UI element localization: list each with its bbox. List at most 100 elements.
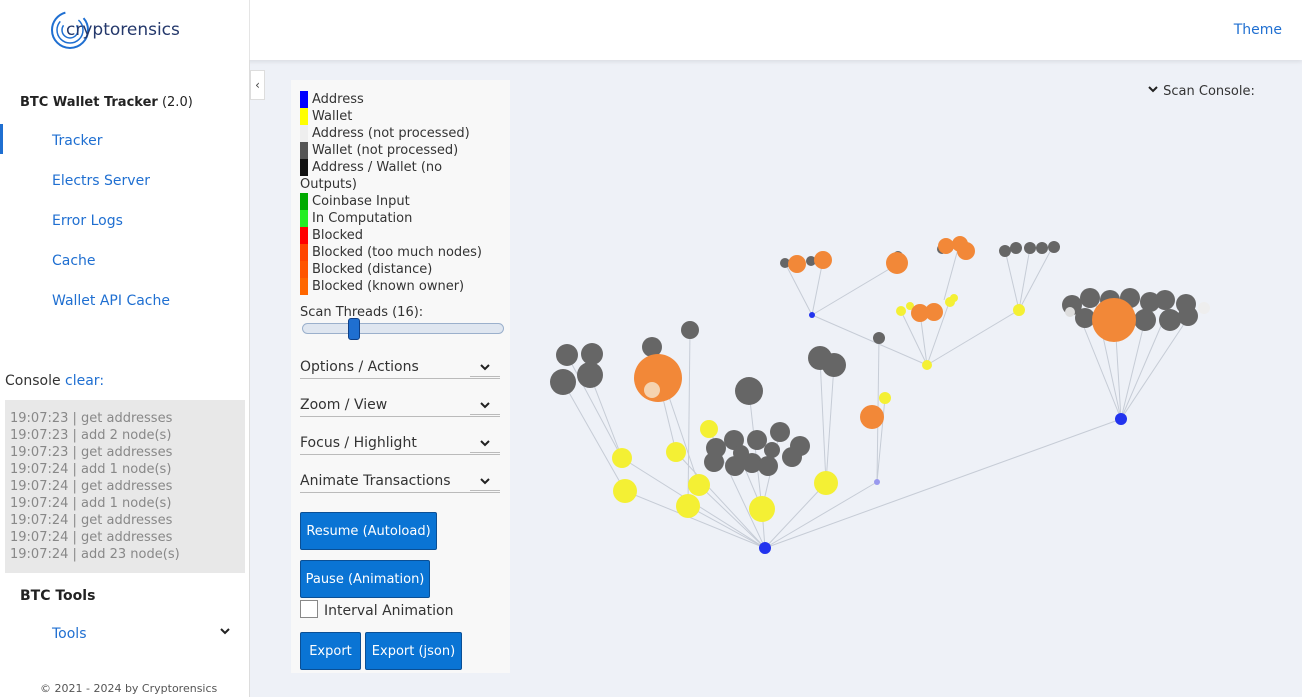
chevron-down-icon[interactable] xyxy=(470,395,500,415)
console-clear-link[interactable]: clear: xyxy=(65,373,105,389)
address-node[interactable] xyxy=(874,479,880,485)
wallet-unprocessed-node[interactable] xyxy=(1036,242,1048,254)
wallet-node[interactable] xyxy=(906,302,914,310)
blocked-node[interactable] xyxy=(911,304,929,322)
legend-swatch xyxy=(300,244,308,261)
scan-threads-slider-handle[interactable] xyxy=(348,318,360,340)
wallet-unprocessed-node[interactable] xyxy=(735,377,763,405)
chevron-down-icon[interactable] xyxy=(470,471,500,491)
chevron-down-icon[interactable] xyxy=(219,625,231,641)
legend-swatch xyxy=(300,159,308,176)
wallet-node[interactable] xyxy=(896,306,906,316)
sidebar-item-error-logs[interactable]: Error Logs xyxy=(52,213,123,229)
scan-console-toggle[interactable]: Scan Console: xyxy=(1147,83,1255,99)
legend-item: Address / Wallet (no Outputs) xyxy=(300,159,500,193)
address-unprocessed-node[interactable] xyxy=(1198,302,1210,314)
wallet-unprocessed-node[interactable] xyxy=(747,430,767,450)
wallet-node[interactable] xyxy=(814,471,838,495)
wallet-unprocessed-node[interactable] xyxy=(1024,242,1036,254)
wallet-unprocessed-node[interactable] xyxy=(704,452,724,472)
scan-threads-slider[interactable] xyxy=(302,323,504,334)
blocked-node[interactable] xyxy=(957,242,975,260)
wallet-unprocessed-node[interactable] xyxy=(1080,288,1100,308)
address-node[interactable] xyxy=(759,542,771,554)
address-unprocessed-node[interactable] xyxy=(1065,307,1075,317)
footer-copyright: © 2021 - 2024 by Cryptorensics xyxy=(40,682,218,695)
legend-swatch xyxy=(300,108,308,125)
wallet-unprocessed-node[interactable] xyxy=(556,344,578,366)
chevron-down-icon[interactable] xyxy=(470,357,500,377)
resume-autoload-button[interactable]: Resume (Autoload) xyxy=(300,512,437,550)
wallet-node[interactable] xyxy=(950,294,958,302)
sidebar-item-cache[interactable]: Cache xyxy=(52,253,96,269)
export-json-button[interactable]: Export (json) xyxy=(365,632,462,670)
wallet-unprocessed-node[interactable] xyxy=(1140,292,1160,312)
wallet-unprocessed-node[interactable] xyxy=(780,258,790,268)
options-actions-dropdown[interactable]: Options / Actions xyxy=(300,359,500,379)
address-node[interactable] xyxy=(1115,413,1127,425)
wallet-unprocessed-node[interactable] xyxy=(782,447,802,467)
wallet-node[interactable] xyxy=(666,442,686,462)
legend-label: Coinbase Input xyxy=(312,194,410,209)
export-button[interactable]: Export xyxy=(300,632,361,670)
blocked-node[interactable] xyxy=(1092,298,1136,342)
wallet-node[interactable] xyxy=(613,479,637,503)
sidebar-item-tools[interactable]: Tools xyxy=(52,626,87,642)
transaction-graph[interactable] xyxy=(510,80,1294,673)
wallet-unprocessed-node[interactable] xyxy=(1159,309,1181,331)
blocked-node[interactable] xyxy=(814,251,832,269)
wallet-unprocessed-node[interactable] xyxy=(1010,242,1022,254)
wallet-unprocessed-node[interactable] xyxy=(581,343,603,365)
wallet-unprocessed-node[interactable] xyxy=(681,321,699,339)
wallet-unprocessed-node[interactable] xyxy=(764,442,780,458)
wallet-unprocessed-node[interactable] xyxy=(1134,309,1156,331)
zoom-view-dropdown[interactable]: Zoom / View xyxy=(300,397,500,417)
blocked-node[interactable] xyxy=(925,303,943,321)
address-node[interactable] xyxy=(809,312,815,318)
sidebar-item-wallet-api-cache[interactable]: Wallet API Cache xyxy=(52,293,170,309)
theme-link[interactable]: Theme xyxy=(1233,22,1282,38)
wallet-unprocessed-node[interactable] xyxy=(725,456,745,476)
brand-logo[interactable]: cryptorensics xyxy=(50,10,180,50)
blocked-node[interactable] xyxy=(886,252,908,274)
wallet-unprocessed-node[interactable] xyxy=(1048,241,1060,253)
wallet-node[interactable] xyxy=(676,494,700,518)
wallet-unprocessed-node[interactable] xyxy=(822,353,846,377)
wallet-unprocessed-node[interactable] xyxy=(1155,290,1175,310)
address-unprocessed-node[interactable] xyxy=(644,382,660,398)
wallet-unprocessed-node[interactable] xyxy=(577,362,603,388)
wallet-unprocessed-node[interactable] xyxy=(1075,308,1095,328)
wallet-unprocessed-node[interactable] xyxy=(806,256,816,266)
sidebar-item-electrs-server[interactable]: Electrs Server xyxy=(52,173,150,189)
wallet-unprocessed-node[interactable] xyxy=(1178,306,1198,326)
wallet-unprocessed-node[interactable] xyxy=(724,430,744,450)
wallet-node[interactable] xyxy=(612,448,632,468)
wallet-unprocessed-node[interactable] xyxy=(999,245,1011,257)
blocked-node[interactable] xyxy=(860,405,884,429)
console-line: 19:07:24 | add 1 node(s) xyxy=(10,496,172,511)
wallet-unprocessed-node[interactable] xyxy=(642,337,662,357)
wallet-node[interactable] xyxy=(700,420,718,438)
chevron-down-icon[interactable] xyxy=(470,433,500,453)
wallet-unprocessed-node[interactable] xyxy=(758,456,778,476)
blocked-node[interactable] xyxy=(788,255,806,273)
collapse-sidebar-button[interactable]: ‹ xyxy=(250,70,265,100)
wallet-unprocessed-node[interactable] xyxy=(770,422,790,442)
wallet-unprocessed-node[interactable] xyxy=(550,369,576,395)
legend-label: Blocked (too much nodes) xyxy=(312,245,482,260)
focus-highlight-dropdown[interactable]: Focus / Highlight xyxy=(300,435,500,455)
legend-swatch xyxy=(300,142,308,159)
interval-animation-checkbox[interactable] xyxy=(300,600,318,618)
wallet-node[interactable] xyxy=(879,392,891,404)
wallet-node[interactable] xyxy=(922,360,932,370)
console-line: 19:07:23 | get addresses xyxy=(10,411,173,426)
blocked-node[interactable] xyxy=(938,238,954,254)
wallet-node[interactable] xyxy=(688,474,710,496)
animate-transactions-dropdown[interactable]: Animate Transactions xyxy=(300,473,500,493)
sidebar-item-tracker[interactable]: Tracker xyxy=(52,133,103,149)
pause-animation-button[interactable]: Pause (Animation) xyxy=(300,560,430,598)
wallet-unprocessed-node[interactable] xyxy=(873,332,885,344)
wallet-node[interactable] xyxy=(1013,304,1025,316)
wallet-unprocessed-node[interactable] xyxy=(733,445,749,461)
wallet-node[interactable] xyxy=(749,496,775,522)
